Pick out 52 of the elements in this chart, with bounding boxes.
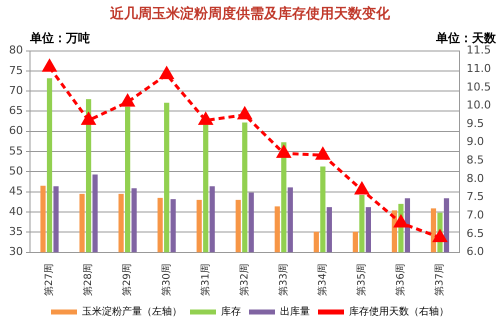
point xyxy=(238,107,252,120)
y2-tick-label: 7.0 xyxy=(466,208,484,222)
y-axis-title: 单位：万吨 xyxy=(29,30,90,45)
y-tick-label: 30 xyxy=(8,245,23,258)
x-tick-label: 第35周 xyxy=(355,263,368,296)
point xyxy=(394,215,408,228)
y2-tick-label: 6.5 xyxy=(466,226,484,240)
y-tick-label: 45 xyxy=(8,184,23,198)
y2-tick-label: 9.5 xyxy=(466,116,484,130)
y2-tick-label: 10.0 xyxy=(466,98,492,112)
y-tick-label: 40 xyxy=(8,204,23,218)
legend-label: 玉米淀粉产量（左轴） xyxy=(82,306,182,318)
point xyxy=(160,67,174,80)
y-tick-label: 35 xyxy=(8,224,23,238)
y2-tick-label: 11.0 xyxy=(466,62,492,75)
point xyxy=(277,146,290,158)
legend-label: 库存 xyxy=(221,306,241,318)
y2-axis-title: 单位：天数 xyxy=(435,30,497,45)
x-tick-label: 第28周 xyxy=(82,263,94,296)
point xyxy=(316,148,330,160)
point xyxy=(42,60,56,72)
y-tick-label: 80 xyxy=(8,44,23,57)
y2-tick-label: 10.5 xyxy=(466,80,492,94)
x-tick-label: 第37周 xyxy=(434,263,446,296)
y-tick-label: 65 xyxy=(8,104,23,118)
x-tick-label: 第33周 xyxy=(277,263,290,296)
x-tick-label: 第31周 xyxy=(199,263,212,296)
point xyxy=(120,94,134,107)
y2-tick-label: 7.5 xyxy=(466,190,484,204)
x-tick-label: 第27周 xyxy=(43,263,56,296)
point xyxy=(199,112,212,125)
x-tick-label: 第36周 xyxy=(394,263,407,296)
y-tick-label: 55 xyxy=(8,144,23,158)
y2-tick-label: 8.5 xyxy=(466,154,484,167)
y-tick-label: 75 xyxy=(8,64,23,77)
x-tick-label: 第32周 xyxy=(238,263,250,296)
x-tick-label: 第34周 xyxy=(316,263,328,296)
y-tick-label: 70 xyxy=(8,84,23,97)
y-tick-label: 60 xyxy=(8,124,23,138)
y-tick-label: 50 xyxy=(8,164,23,178)
x-tick-label: 第30周 xyxy=(160,263,172,296)
legend-label: 出库量 xyxy=(280,306,310,318)
y2-tick-label: 8.0 xyxy=(466,172,484,185)
x-tick-label: 第29周 xyxy=(121,263,134,296)
point xyxy=(82,112,96,125)
y2-tick-label: 9.0 xyxy=(466,135,484,148)
chart-title: 近几周玉米淀粉周度供需及库存使用天数变化 xyxy=(109,5,391,22)
legend-label: 库存使用天数（右轴） xyxy=(349,306,449,318)
y2-tick-label: 11.5 xyxy=(466,44,492,57)
y2-tick-label: 6.0 xyxy=(466,245,484,258)
point xyxy=(355,182,369,194)
point xyxy=(433,230,447,242)
